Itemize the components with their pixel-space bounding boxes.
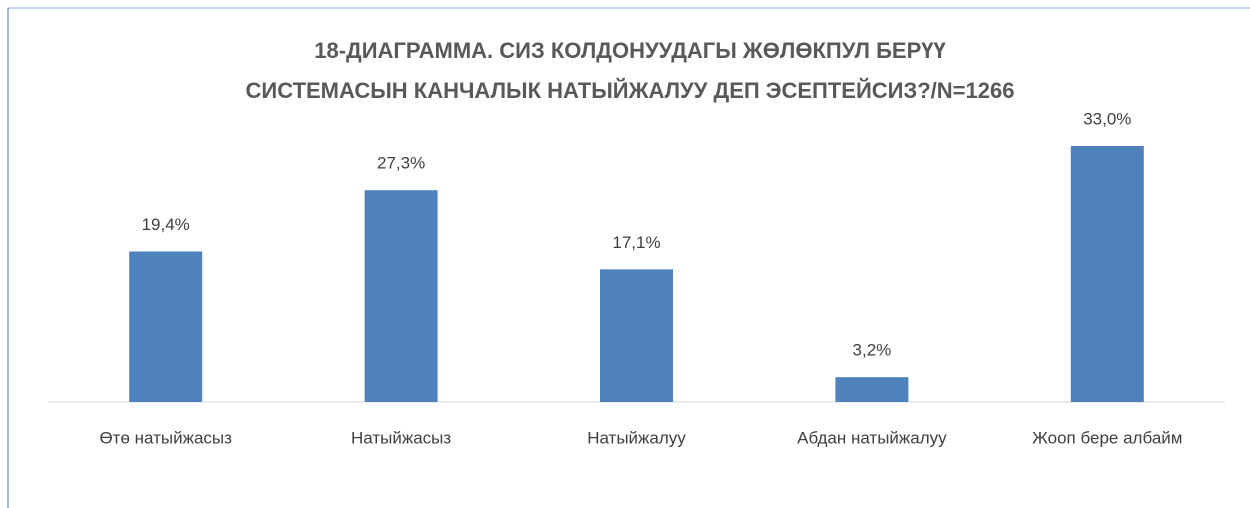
bar xyxy=(364,190,438,402)
chart-title: 18-ДИАГРАММА. СИЗ КОЛДОНУУДАГЫ ЖӨЛӨКПУЛ … xyxy=(314,38,946,63)
x-tick-label: Өтө натыйжасыз xyxy=(99,428,232,447)
x-tick-label: Натыйжасыз xyxy=(351,428,451,447)
data-label: 17,1% xyxy=(612,233,660,252)
bar xyxy=(835,377,909,402)
x-tick-label: Жооп бере албайм xyxy=(1032,428,1182,447)
x-tick-label: Натыйжалуу xyxy=(587,428,686,447)
data-label: 27,3% xyxy=(377,154,425,173)
data-label: 19,4% xyxy=(142,215,190,234)
data-label: 3,2% xyxy=(853,341,892,360)
chart-title: СИСТЕМАСЫН КАНЧАЛЫК НАТЫЙЖАЛУУ ДЕП ЭСЕПТ… xyxy=(246,78,1015,103)
bar xyxy=(129,251,203,402)
bar xyxy=(1070,146,1144,402)
data-label: 33,0% xyxy=(1083,109,1131,128)
x-tick-label: Абдан натыйжалуу xyxy=(797,428,947,447)
bar xyxy=(600,269,673,402)
